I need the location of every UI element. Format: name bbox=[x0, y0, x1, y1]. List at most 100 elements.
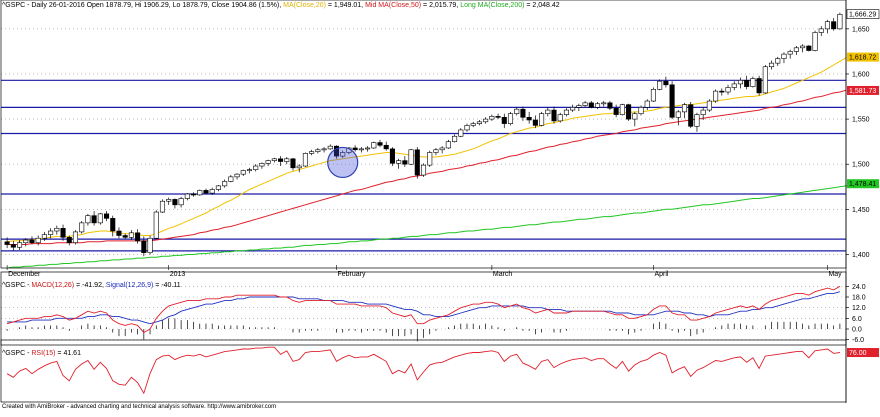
candle-body bbox=[60, 227, 66, 238]
candle-body bbox=[116, 230, 122, 236]
date-label: March bbox=[493, 271, 513, 278]
candle-body bbox=[793, 47, 799, 52]
candle-body bbox=[688, 104, 694, 127]
candle-body bbox=[563, 109, 569, 115]
macd-tick-label: 24.0 bbox=[852, 284, 866, 291]
candle-body bbox=[557, 114, 563, 122]
ma50-value: = 2,015.79, bbox=[423, 2, 459, 9]
candle-body bbox=[644, 100, 650, 108]
candle-body bbox=[10, 244, 16, 248]
date-label: 2013 bbox=[170, 271, 186, 278]
candle-body bbox=[507, 113, 514, 124]
candle-body bbox=[389, 148, 395, 164]
candle-body bbox=[607, 102, 613, 109]
candle-body bbox=[737, 79, 743, 85]
candle-body bbox=[570, 107, 576, 111]
candle-body bbox=[601, 102, 607, 105]
candle-body bbox=[340, 152, 346, 157]
candle-body bbox=[501, 116, 507, 124]
price-tick-label: 1,500 bbox=[852, 162, 870, 169]
candle-body bbox=[104, 213, 110, 219]
candle-body bbox=[141, 240, 147, 253]
candle-body bbox=[333, 145, 340, 157]
candle-body bbox=[483, 118, 489, 123]
candle-body bbox=[594, 103, 601, 108]
candle-body bbox=[166, 199, 172, 202]
date-label: May bbox=[828, 271, 842, 278]
price-tick-label: 1,450 bbox=[852, 207, 870, 214]
candle-body bbox=[97, 213, 103, 224]
footer-credit: Created with AmiBroker - advanced charti… bbox=[2, 404, 277, 410]
candle-body bbox=[725, 87, 731, 93]
ma200-label: Long MA(Close,200) bbox=[460, 2, 525, 9]
candle-body bbox=[800, 45, 806, 49]
candle-body bbox=[731, 83, 737, 88]
ma50-label: Mid MA(Close,50) bbox=[365, 2, 422, 9]
candle-body bbox=[464, 125, 470, 131]
candle-body bbox=[402, 160, 408, 165]
candle-body bbox=[48, 230, 54, 235]
candle-body bbox=[669, 84, 675, 118]
rsi-panel[interactable] bbox=[6, 346, 840, 395]
value-axis: 1,400 1,450 1,500 1,550 1,600 1,650 1,666.29 1,… bbox=[0, 0, 880, 403]
candle-body bbox=[824, 21, 831, 30]
candle-body bbox=[831, 21, 837, 30]
candle-body bbox=[762, 66, 768, 94]
candle-body bbox=[122, 235, 128, 238]
ma20-line bbox=[7, 57, 847, 243]
candle-body bbox=[309, 151, 315, 154]
candle-body bbox=[153, 211, 159, 239]
macd-tick-label: -6.0 bbox=[852, 337, 864, 344]
ma50-line bbox=[7, 89, 847, 245]
candle-body bbox=[271, 158, 277, 161]
macd-value: = -41.92, bbox=[74, 282, 106, 289]
last-value-label: 1,666.29 bbox=[849, 12, 876, 19]
candle-body bbox=[539, 113, 545, 126]
candle-body bbox=[452, 135, 458, 142]
last-value-badge bbox=[846, 9, 880, 19]
candle-body bbox=[371, 142, 377, 149]
candle-body bbox=[147, 237, 153, 253]
candle-body bbox=[66, 237, 72, 244]
candle-body bbox=[290, 158, 296, 169]
candle-body bbox=[253, 165, 259, 170]
candle-body bbox=[520, 108, 526, 118]
candle-body bbox=[713, 90, 719, 102]
candle-body bbox=[408, 149, 414, 165]
date-label: April bbox=[654, 271, 668, 278]
candle-body bbox=[315, 149, 321, 152]
candle-body bbox=[191, 193, 197, 196]
candle-body bbox=[818, 28, 824, 33]
candle-body bbox=[532, 119, 538, 126]
last-value-badge bbox=[847, 85, 879, 95]
candle-body bbox=[588, 102, 594, 108]
candle-body bbox=[159, 200, 166, 213]
rsi-label: RSI(15) bbox=[31, 350, 56, 357]
candle-body bbox=[197, 190, 203, 196]
candle-body bbox=[787, 51, 793, 55]
price-header-symbol: ^GSPC - Daily 26-01-2016 Open 1878.79, H… bbox=[2, 2, 280, 9]
candle-body bbox=[414, 149, 420, 176]
candle-body bbox=[495, 116, 501, 118]
rsi-header: ^GSPC - RSI(15) = 41.61 bbox=[2, 349, 81, 358]
candle-body bbox=[178, 198, 184, 206]
price-panel[interactable]: December 2013 February March April May bbox=[1, 12, 880, 278]
candle-body bbox=[582, 102, 588, 106]
candle-body bbox=[489, 116, 495, 120]
candle-body bbox=[284, 158, 290, 162]
candle-body bbox=[4, 241, 10, 245]
candle-body bbox=[650, 89, 656, 102]
candle-body bbox=[681, 104, 688, 113]
candle-body bbox=[184, 193, 190, 199]
candle-body bbox=[296, 165, 302, 169]
candle-body bbox=[396, 160, 402, 164]
macd-panel[interactable] bbox=[1, 285, 846, 342]
candle-body bbox=[172, 199, 178, 206]
candle-body bbox=[526, 116, 532, 121]
macd-tick-label: 0.0 bbox=[852, 327, 862, 334]
rsi-last-badge bbox=[847, 348, 879, 358]
candle-body bbox=[41, 234, 47, 239]
